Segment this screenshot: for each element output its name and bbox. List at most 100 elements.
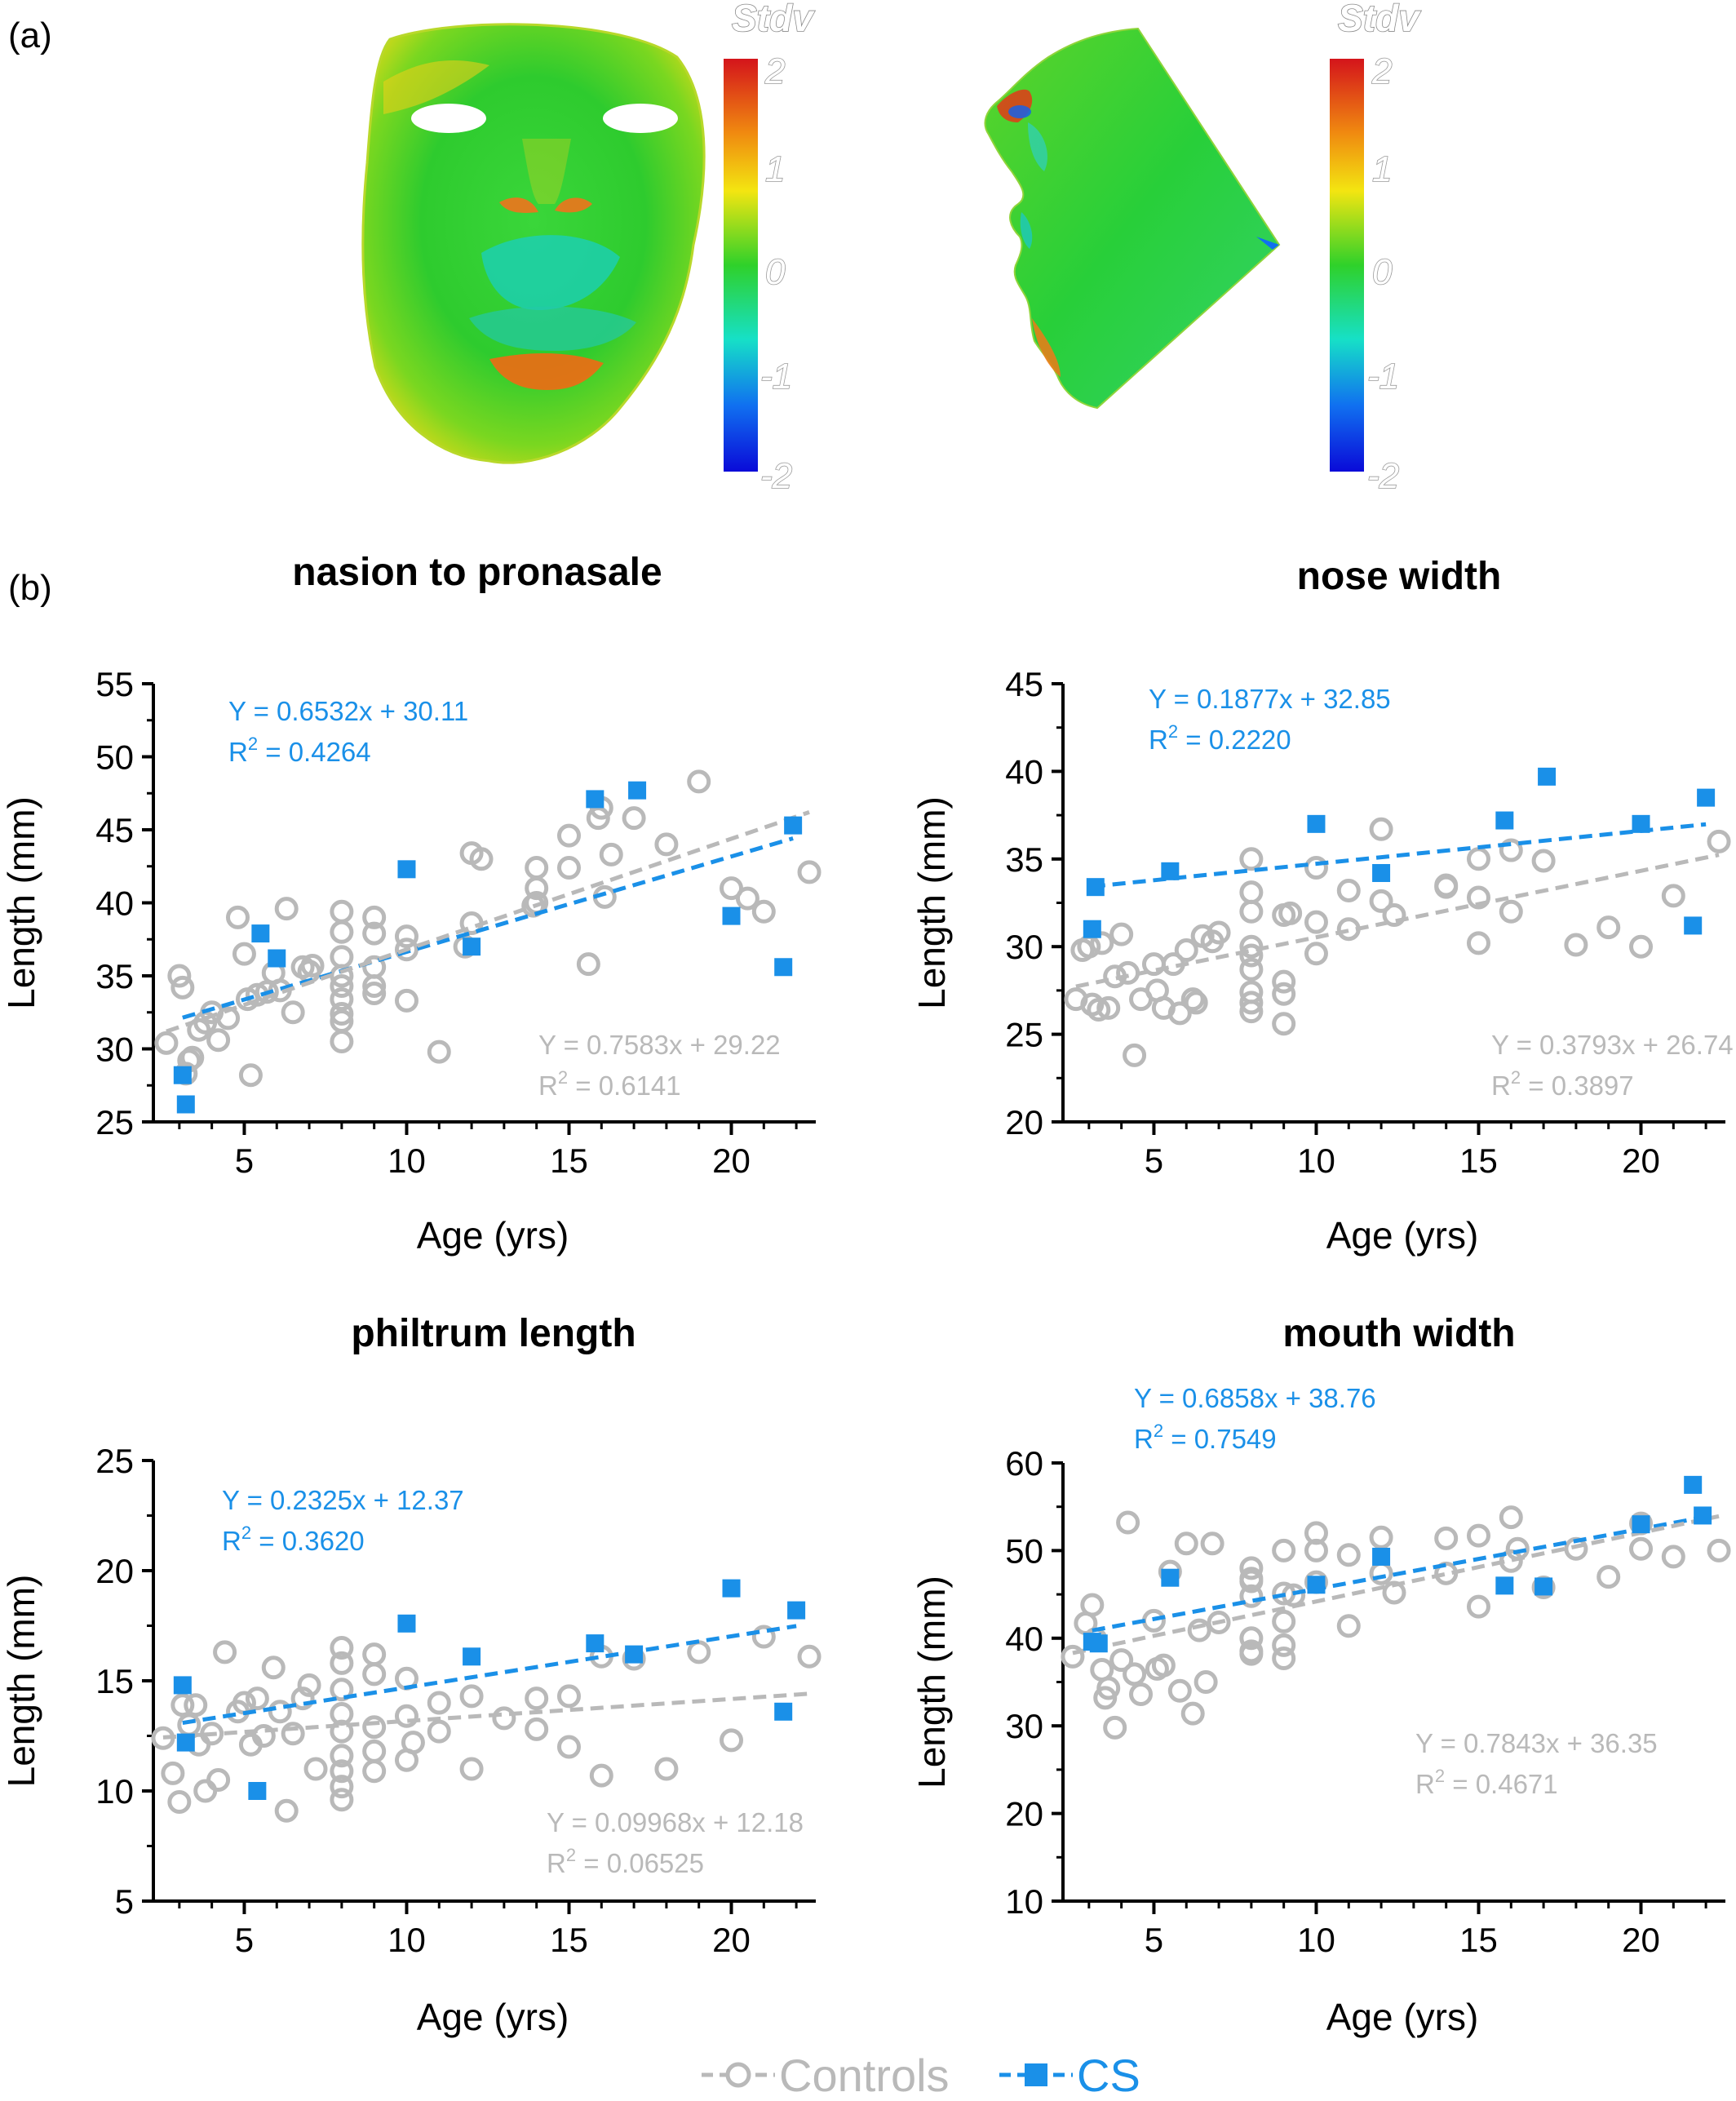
x-axis-title: Age (yrs) [1326,1996,1479,2038]
x-axis-title: Age (yrs) [417,1214,569,1257]
cs-point [176,1733,195,1752]
controls-point [238,1063,263,1088]
controls-fit-r2: R2 = 0.3897 [1491,1067,1634,1101]
controls-point [1116,1510,1140,1535]
controls-point [1174,1531,1198,1556]
profile-face-heatmap [984,27,1281,410]
cs-fit-r2: R2 = 0.3620 [222,1523,365,1556]
controls-point [521,893,546,918]
controls-point [362,1759,387,1784]
y-tick-label: 10 [1005,1882,1043,1921]
controls-point [206,1768,231,1792]
colorbar-tick-label: 0 [1372,252,1393,292]
controls-point [362,1642,387,1667]
controls-point [193,1779,218,1803]
controls-point [1239,847,1264,871]
cs-point [722,1579,741,1598]
controls-fit-line [166,810,810,1034]
controls-point [1116,960,1140,985]
y-tick-label: 35 [1005,840,1043,879]
cs-point [1632,1515,1650,1534]
chart-philtrum-length: philtrum length 5 10 15 20 25 5 10 15 20 Age (yrs)… [0,1312,822,2038]
controls-point [556,856,581,880]
controls-point [1109,922,1134,946]
cs-point [774,958,793,977]
cs-point [173,1676,192,1695]
controls-point [362,1662,387,1687]
controls-point [469,847,494,871]
controls-point [1239,943,1264,968]
controls-point [206,1028,231,1053]
chart-nose-width: nose width 20 25 30 35 40 45 5 10 15 20 Age (yrs) Le… [910,555,1734,1257]
controls-point [1272,982,1296,1006]
controls-point [245,1687,269,1711]
controls-point [330,987,354,1012]
controls-point [1109,1648,1134,1673]
legend-cs-label: CS [1077,2050,1140,2101]
x-tick-label: 5 [235,1141,254,1180]
controls-point [1167,1001,1192,1026]
controls-point [1184,991,1208,1015]
controls-point [1434,875,1459,899]
colorbar-tick-label: -2 [1367,456,1399,496]
controls-point [1239,1642,1264,1666]
controls-point [1499,899,1523,924]
y-tick-label: 40 [1005,752,1043,791]
controls-point [330,974,354,999]
controls-point [1272,1633,1296,1657]
controls-fit-equation: Y = 0.09968x + 12.18 [547,1807,804,1837]
controls-fit-equation: Y = 0.7843x + 36.35 [1415,1728,1658,1758]
frontal-face-heatmap [361,23,706,464]
colorbar-tick-label: 2 [1371,51,1392,91]
controls-point [330,1775,354,1799]
controls-point [1278,901,1303,925]
controls-point [1239,899,1264,924]
controls-point [300,953,325,977]
controls-point [589,1763,613,1788]
cs-point [774,1702,793,1721]
y-tick-label: 5 [115,1882,134,1921]
legend-cs-marker [1025,2063,1047,2086]
cs-point [1161,862,1180,880]
controls-point [1123,1043,1147,1067]
controls-point [330,1744,354,1768]
cs-fit-equation: Y = 0.6858x + 38.76 [1134,1383,1376,1413]
y-tick-label: 50 [1005,1531,1043,1570]
y-tick-label: 40 [95,884,134,923]
controls-point [330,1678,354,1702]
x-tick-label: 20 [1622,1921,1660,1959]
y-axis-title: Length (mm) [0,1575,42,1788]
controls-point [170,1693,195,1718]
controls-fit-line [1075,853,1720,989]
y-tick-label: 50 [95,738,134,777]
chart-title: nasion to pronasale [292,551,662,594]
colorbar-tick-label: 2 [764,51,785,91]
controls-point [1596,915,1621,940]
controls-point [177,1713,202,1737]
y-tick-label: 20 [1005,1795,1043,1833]
controls-point [268,1700,292,1724]
controls-point [330,1030,354,1054]
controls-point [1180,987,1205,1012]
y-tick-label: 35 [95,957,134,995]
x-axis-title: Age (yrs) [1326,1214,1479,1257]
controls-point [1707,829,1731,853]
controls-point [362,974,387,999]
controls-point [362,1715,387,1740]
legend-controls-marker [725,2062,751,2088]
controls-point [362,921,387,946]
controls-point [1369,817,1393,841]
controls-point [654,832,679,857]
chart-title: philtrum length [351,1312,636,1355]
colorbar-tick-label: 1 [1372,149,1392,189]
controls-point [751,899,776,924]
cs-point [784,816,803,835]
controls-point [303,1757,328,1781]
cs-point [1694,1506,1712,1525]
colorbar-tick-label: 0 [765,252,786,292]
colorbar-frontal: Stdv 2 1 0 -1 -2 [724,0,816,497]
chart-title: nose width [1297,555,1502,598]
controls-point [1239,1556,1264,1580]
